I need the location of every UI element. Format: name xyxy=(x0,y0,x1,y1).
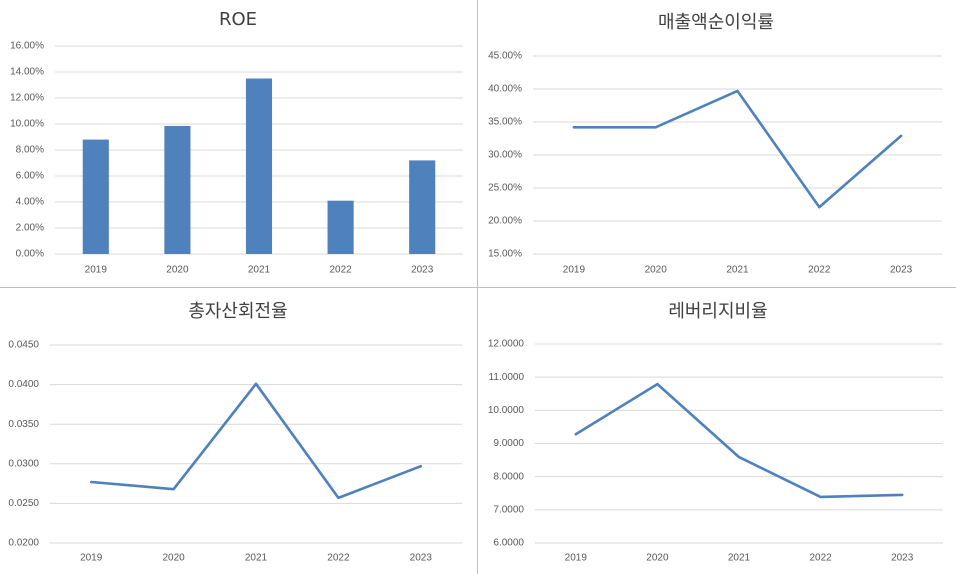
y-tick-label: 6.00% xyxy=(16,171,44,182)
y-tick-label: 8.00% xyxy=(16,145,44,156)
chart-title: 매출액순이익률 xyxy=(658,12,774,33)
x-tick-label: 2022 xyxy=(809,553,832,564)
x-tick-label: 2019 xyxy=(563,265,586,276)
bar xyxy=(164,125,191,254)
x-tick-label: 2019 xyxy=(80,553,103,564)
x-tick-label: 2021 xyxy=(245,553,268,564)
y-tick-label: 11.0000 xyxy=(489,372,525,383)
y-tick-label: 20.00% xyxy=(488,216,522,227)
chart-title: 레버리지비율 xyxy=(668,301,767,322)
y-tick-label: 8.0000 xyxy=(493,471,524,482)
x-tick-label: 2021 xyxy=(248,265,271,276)
y-tick-label: 10.0000 xyxy=(488,405,525,416)
x-tick-label: 2022 xyxy=(327,553,350,564)
y-tick-label: 25.00% xyxy=(488,183,522,194)
x-tick-label: 2021 xyxy=(726,265,749,276)
x-tick-label: 2021 xyxy=(728,553,751,564)
chart-title: ROE xyxy=(219,9,257,30)
y-tick-label: 12.00% xyxy=(10,93,44,104)
y-tick-label: 12.0000 xyxy=(488,339,525,350)
y-tick-label: 15.00% xyxy=(488,249,522,260)
x-tick-label: 2023 xyxy=(891,553,914,564)
y-tick-label: 45.00% xyxy=(488,51,522,62)
data-line xyxy=(89,382,423,500)
bar xyxy=(327,200,354,254)
bar xyxy=(409,160,436,254)
x-tick-label: 2022 xyxy=(808,265,831,276)
data-line xyxy=(572,89,903,209)
y-tick-label: 0.0450 xyxy=(8,340,39,351)
y-tick-label: 40.00% xyxy=(488,84,522,95)
x-tick-label: 2022 xyxy=(329,265,352,276)
x-tick-label: 2020 xyxy=(162,553,185,564)
y-tick-label: 0.0200 xyxy=(8,538,39,549)
y-tick-label: 14.00% xyxy=(10,67,44,78)
x-tick-label: 2019 xyxy=(565,553,588,564)
y-tick-label: 0.0400 xyxy=(8,379,39,390)
y-tick-label: 30.00% xyxy=(488,150,522,161)
y-tick-label: 35.00% xyxy=(488,117,522,128)
y-tick-label: 7.0000 xyxy=(493,504,524,515)
chart-title: 총자산회전율 xyxy=(188,301,287,322)
y-tick-label: 10.00% xyxy=(10,119,44,130)
x-tick-label: 2023 xyxy=(410,553,433,564)
y-tick-label: 16.00% xyxy=(10,41,44,52)
x-tick-label: 2020 xyxy=(166,265,189,276)
y-tick-label: 6.0000 xyxy=(493,538,524,549)
x-tick-label: 2019 xyxy=(85,265,108,276)
y-tick-label: 2.00% xyxy=(16,223,44,234)
y-tick-label: 0.0250 xyxy=(8,498,39,509)
y-tick-label: 4.00% xyxy=(16,197,44,208)
x-tick-label: 2020 xyxy=(646,553,669,564)
y-tick-label: 0.00% xyxy=(16,249,44,260)
data-line xyxy=(574,382,904,499)
bar xyxy=(245,78,273,254)
x-tick-label: 2020 xyxy=(645,265,668,276)
y-tick-label: 9.0000 xyxy=(493,438,524,449)
bar xyxy=(82,139,109,254)
x-tick-label: 2023 xyxy=(411,265,434,276)
x-tick-label: 2023 xyxy=(890,265,913,276)
y-tick-label: 0.0300 xyxy=(8,458,39,469)
y-tick-label: 0.0350 xyxy=(8,419,39,430)
